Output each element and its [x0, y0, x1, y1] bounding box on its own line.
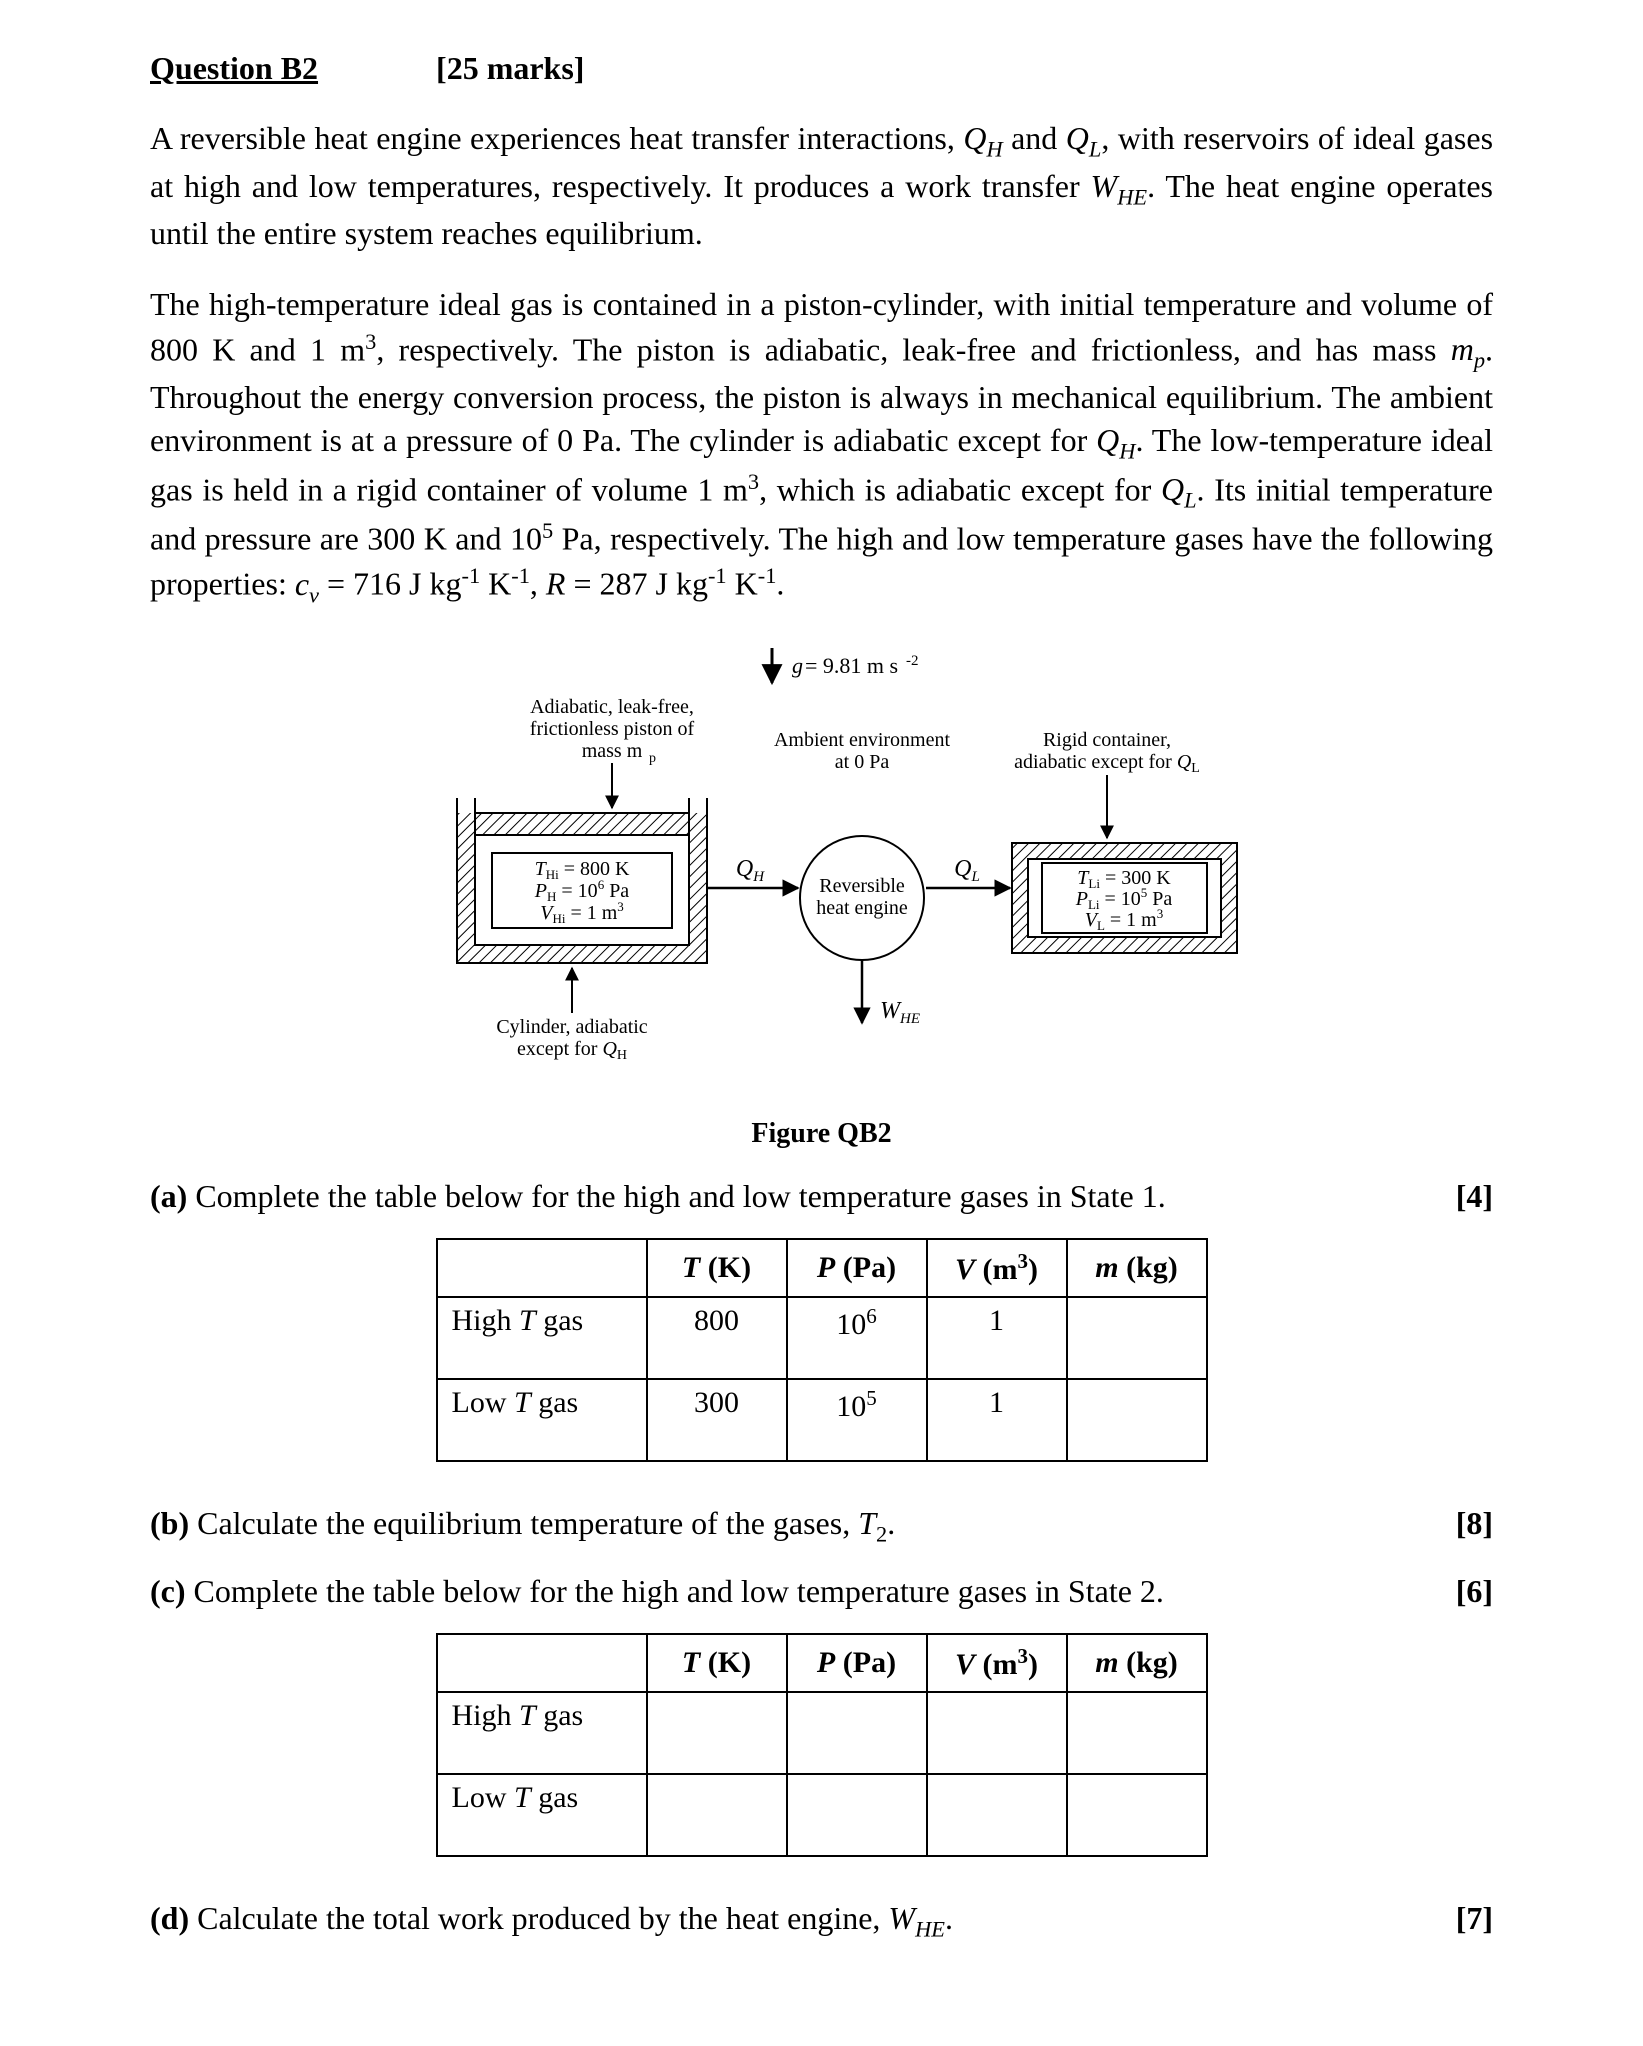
svg-text:Reversible: Reversible — [819, 875, 905, 897]
cell — [927, 1692, 1067, 1774]
part-d: (d) Calculate the total work produced by… — [150, 1897, 1493, 1945]
svg-text:Cylinder, adiabatic: Cylinder, adiabatic — [496, 1016, 647, 1038]
cell: 800 — [647, 1297, 787, 1379]
svg-text:Adiabatic, leak-free,: Adiabatic, leak-free, — [530, 696, 694, 718]
cell — [1067, 1379, 1207, 1461]
question-label: Question B2 — [150, 50, 318, 86]
page: Question B2 [25 marks] A reversible heat… — [0, 0, 1643, 1995]
svg-text:g: g — [792, 653, 803, 678]
cell — [927, 1774, 1067, 1856]
paragraph-1: A reversible heat engine experiences hea… — [150, 117, 1493, 255]
col-P: P (Pa) — [787, 1634, 927, 1692]
col-V: V (m3) — [927, 1239, 1067, 1297]
table-row: High T gas — [437, 1692, 1207, 1774]
svg-text:p: p — [649, 751, 656, 766]
cell — [787, 1692, 927, 1774]
col-T: T (K) — [647, 1634, 787, 1692]
figure-svg: g = 9.81 m s -2 Adiabatic, leak-free, fr… — [362, 638, 1282, 1108]
col-blank — [437, 1634, 647, 1692]
svg-text:-2: -2 — [906, 653, 919, 669]
table-row: High T gas 800 106 1 — [437, 1297, 1207, 1379]
table-row: T (K) P (Pa) V (m3) m (kg) — [437, 1634, 1207, 1692]
svg-text:frictionless piston of: frictionless piston of — [529, 718, 694, 740]
col-T: T (K) — [647, 1239, 787, 1297]
cell — [1067, 1774, 1207, 1856]
part-a-label: (a) — [150, 1175, 187, 1218]
figure-qb2: g = 9.81 m s -2 Adiabatic, leak-free, fr… — [150, 638, 1493, 1150]
svg-text:Rigid container,: Rigid container, — [1042, 729, 1170, 751]
part-b-label: (b) — [150, 1502, 189, 1545]
svg-text:VL = 1 m3: VL = 1 m3 — [1084, 906, 1163, 933]
table-row: Low T gas 300 105 1 — [437, 1379, 1207, 1461]
row-high-label: High T gas — [437, 1692, 647, 1774]
svg-text:mass m: mass m — [581, 740, 642, 762]
col-V: V (m3) — [927, 1634, 1067, 1692]
cell: 1 — [927, 1297, 1067, 1379]
part-d-marks: [7] — [1456, 1897, 1493, 1940]
svg-text:adiabatic except for QL: adiabatic except for QL — [1014, 751, 1200, 776]
table-state-1: T (K) P (Pa) V (m3) m (kg) High T gas 80… — [436, 1238, 1208, 1462]
part-d-label: (d) — [150, 1897, 189, 1940]
table-row: Low T gas — [437, 1774, 1207, 1856]
cell: 106 — [787, 1297, 927, 1379]
part-c-label: (c) — [150, 1570, 186, 1613]
part-c-text: Complete the table below for the high an… — [194, 1570, 1456, 1613]
figure-caption: Figure QB2 — [150, 1118, 1493, 1150]
cell: 1 — [927, 1379, 1067, 1461]
row-low-label: Low T gas — [437, 1379, 647, 1461]
col-m: m (kg) — [1067, 1239, 1207, 1297]
cell — [1067, 1692, 1207, 1774]
part-b-text: Calculate the equilibrium temperature of… — [197, 1502, 1456, 1550]
total-marks: [25 marks] — [436, 50, 584, 86]
cell — [787, 1774, 927, 1856]
cell: 300 — [647, 1379, 787, 1461]
table-2-wrap: T (K) P (Pa) V (m3) m (kg) High T gas Lo… — [150, 1633, 1493, 1857]
col-blank — [437, 1239, 647, 1297]
part-a: (a) Complete the table below for the hig… — [150, 1175, 1493, 1218]
svg-text:Ambient environment: Ambient environment — [773, 729, 950, 751]
part-b: (b) Calculate the equilibrium temperatur… — [150, 1502, 1493, 1550]
paragraph-2: The high-temperature ideal gas is contai… — [150, 283, 1493, 610]
svg-text:QL: QL — [954, 856, 980, 885]
svg-text:heat engine: heat engine — [816, 897, 908, 919]
part-a-text: Complete the table below for the high an… — [195, 1175, 1455, 1218]
svg-text:WHE: WHE — [880, 998, 920, 1027]
row-low-label: Low T gas — [437, 1774, 647, 1856]
part-b-marks: [8] — [1456, 1502, 1493, 1545]
col-P: P (Pa) — [787, 1239, 927, 1297]
table-1-wrap: T (K) P (Pa) V (m3) m (kg) High T gas 80… — [150, 1238, 1493, 1462]
svg-text:= 9.81 m s: = 9.81 m s — [805, 653, 898, 678]
table-state-2: T (K) P (Pa) V (m3) m (kg) High T gas Lo… — [436, 1633, 1208, 1857]
svg-text:QH: QH — [735, 856, 764, 885]
question-header: Question B2 [25 marks] — [150, 50, 1493, 87]
svg-text:at 0 Pa: at 0 Pa — [834, 751, 889, 773]
col-m: m (kg) — [1067, 1634, 1207, 1692]
cell — [1067, 1297, 1207, 1379]
table-row: T (K) P (Pa) V (m3) m (kg) — [437, 1239, 1207, 1297]
row-high-label: High T gas — [437, 1297, 647, 1379]
cell: 105 — [787, 1379, 927, 1461]
part-d-text: Calculate the total work produced by the… — [197, 1897, 1456, 1945]
part-a-marks: [4] — [1456, 1175, 1493, 1218]
part-c-marks: [6] — [1456, 1570, 1493, 1613]
part-c: (c) Complete the table below for the hig… — [150, 1570, 1493, 1613]
svg-text:except for QH: except for QH — [516, 1038, 626, 1063]
cell — [647, 1774, 787, 1856]
cell — [647, 1692, 787, 1774]
